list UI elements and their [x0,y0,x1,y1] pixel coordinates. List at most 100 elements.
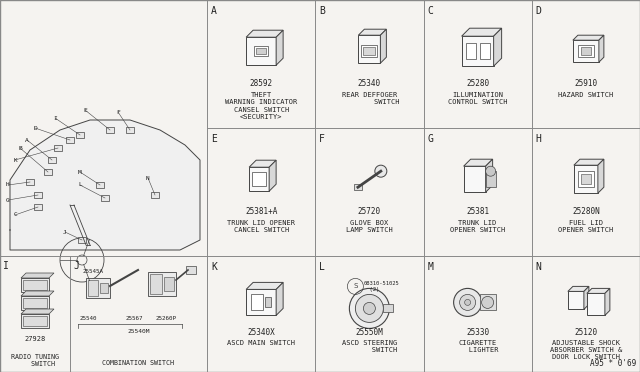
Bar [573,40,599,62]
Bar [479,294,495,310]
Circle shape [355,294,383,323]
Bar [578,45,594,57]
Bar [23,298,47,308]
Polygon shape [21,291,54,296]
Text: C: C [428,6,433,16]
Bar [568,291,584,310]
Text: 25381: 25381 [466,207,489,217]
Text: 25720: 25720 [358,207,381,217]
Bar [54,145,62,151]
Polygon shape [587,288,610,294]
Bar [100,283,108,293]
Text: GLOVE BOX
LAMP SWITCH: GLOVE BOX LAMP SWITCH [346,220,393,233]
Bar [150,274,162,294]
Polygon shape [380,29,387,63]
Text: J: J [73,261,79,271]
Bar [66,137,74,143]
Text: S: S [353,283,358,289]
Bar [101,195,109,201]
Text: TRUNK LID
OPENER SWITCH: TRUNK LID OPENER SWITCH [450,220,505,233]
Polygon shape [358,29,387,35]
Text: FUEL LID
OPENER SWITCH: FUEL LID OPENER SWITCH [558,220,614,233]
Bar [148,272,176,296]
Circle shape [349,288,389,328]
Polygon shape [276,282,283,315]
Bar [246,289,276,315]
Bar [88,280,98,296]
Bar [461,36,493,66]
Text: THEFT
WARNING INDICATOR
CANSEL SWITCH
<SECURITY>: THEFT WARNING INDICATOR CANSEL SWITCH <S… [225,92,297,120]
Polygon shape [21,309,54,314]
Text: M: M [78,170,82,174]
Circle shape [465,299,470,305]
Text: 25550M: 25550M [355,328,383,337]
Circle shape [364,302,376,314]
Text: N: N [536,262,541,272]
Text: K: K [211,262,217,272]
Text: ASCD MAIN SWITCH: ASCD MAIN SWITCH [227,340,295,346]
Text: F: F [116,109,120,115]
Polygon shape [493,28,502,66]
Polygon shape [584,286,589,310]
Bar [479,43,490,59]
Circle shape [375,165,387,177]
Text: 28592: 28592 [250,79,273,89]
Bar [186,266,196,274]
Polygon shape [246,282,283,289]
Text: 25540M: 25540M [127,329,150,334]
Text: ASCD STEERING
       SWITCH: ASCD STEERING SWITCH [342,340,397,353]
Text: K: K [13,157,17,163]
Polygon shape [568,286,589,291]
Bar [106,127,114,133]
Bar [578,171,594,187]
Bar [463,166,486,192]
Text: F: F [319,134,325,144]
Circle shape [460,294,476,310]
Polygon shape [599,35,604,62]
Bar [34,192,42,198]
Text: CIGARETTE
   LIGHTER: CIGARETTE LIGHTER [456,340,499,353]
Text: 25330: 25330 [466,328,489,337]
Text: A: A [25,138,29,142]
Polygon shape [605,288,610,315]
Text: J: J [63,230,67,234]
Polygon shape [246,30,283,37]
Text: 25381+A: 25381+A [245,207,277,217]
Bar [23,316,47,326]
Text: 25910: 25910 [574,79,597,89]
Text: D: D [33,125,37,131]
Text: 25280: 25280 [466,79,489,89]
Bar [581,47,591,55]
Text: 25120: 25120 [574,328,597,337]
Text: D: D [536,6,541,16]
Polygon shape [10,120,200,250]
Text: A: A [211,6,217,16]
Polygon shape [249,160,276,167]
Text: H: H [536,134,541,144]
Bar [21,296,49,310]
Bar [466,43,476,59]
Bar [486,171,495,187]
Bar [383,304,394,312]
Bar [26,179,34,185]
Polygon shape [276,30,283,65]
Bar [249,167,269,191]
Text: B: B [18,145,22,151]
Text: 25260P: 25260P [156,316,177,321]
Polygon shape [21,273,54,278]
Text: B: B [319,6,325,16]
Text: 08310-51025
  (2): 08310-51025 (2) [364,281,399,292]
Text: 25340X: 25340X [247,328,275,337]
Bar [76,132,84,138]
Bar [354,184,362,190]
Text: HAZARD SWITCH: HAZARD SWITCH [558,92,614,98]
Bar [44,169,52,175]
Bar [251,294,263,310]
Text: I: I [3,261,9,271]
Bar [362,45,378,57]
Bar [581,174,591,184]
Bar [246,37,276,65]
Text: L: L [78,183,82,187]
Text: G: G [428,134,433,144]
Text: E: E [211,134,217,144]
